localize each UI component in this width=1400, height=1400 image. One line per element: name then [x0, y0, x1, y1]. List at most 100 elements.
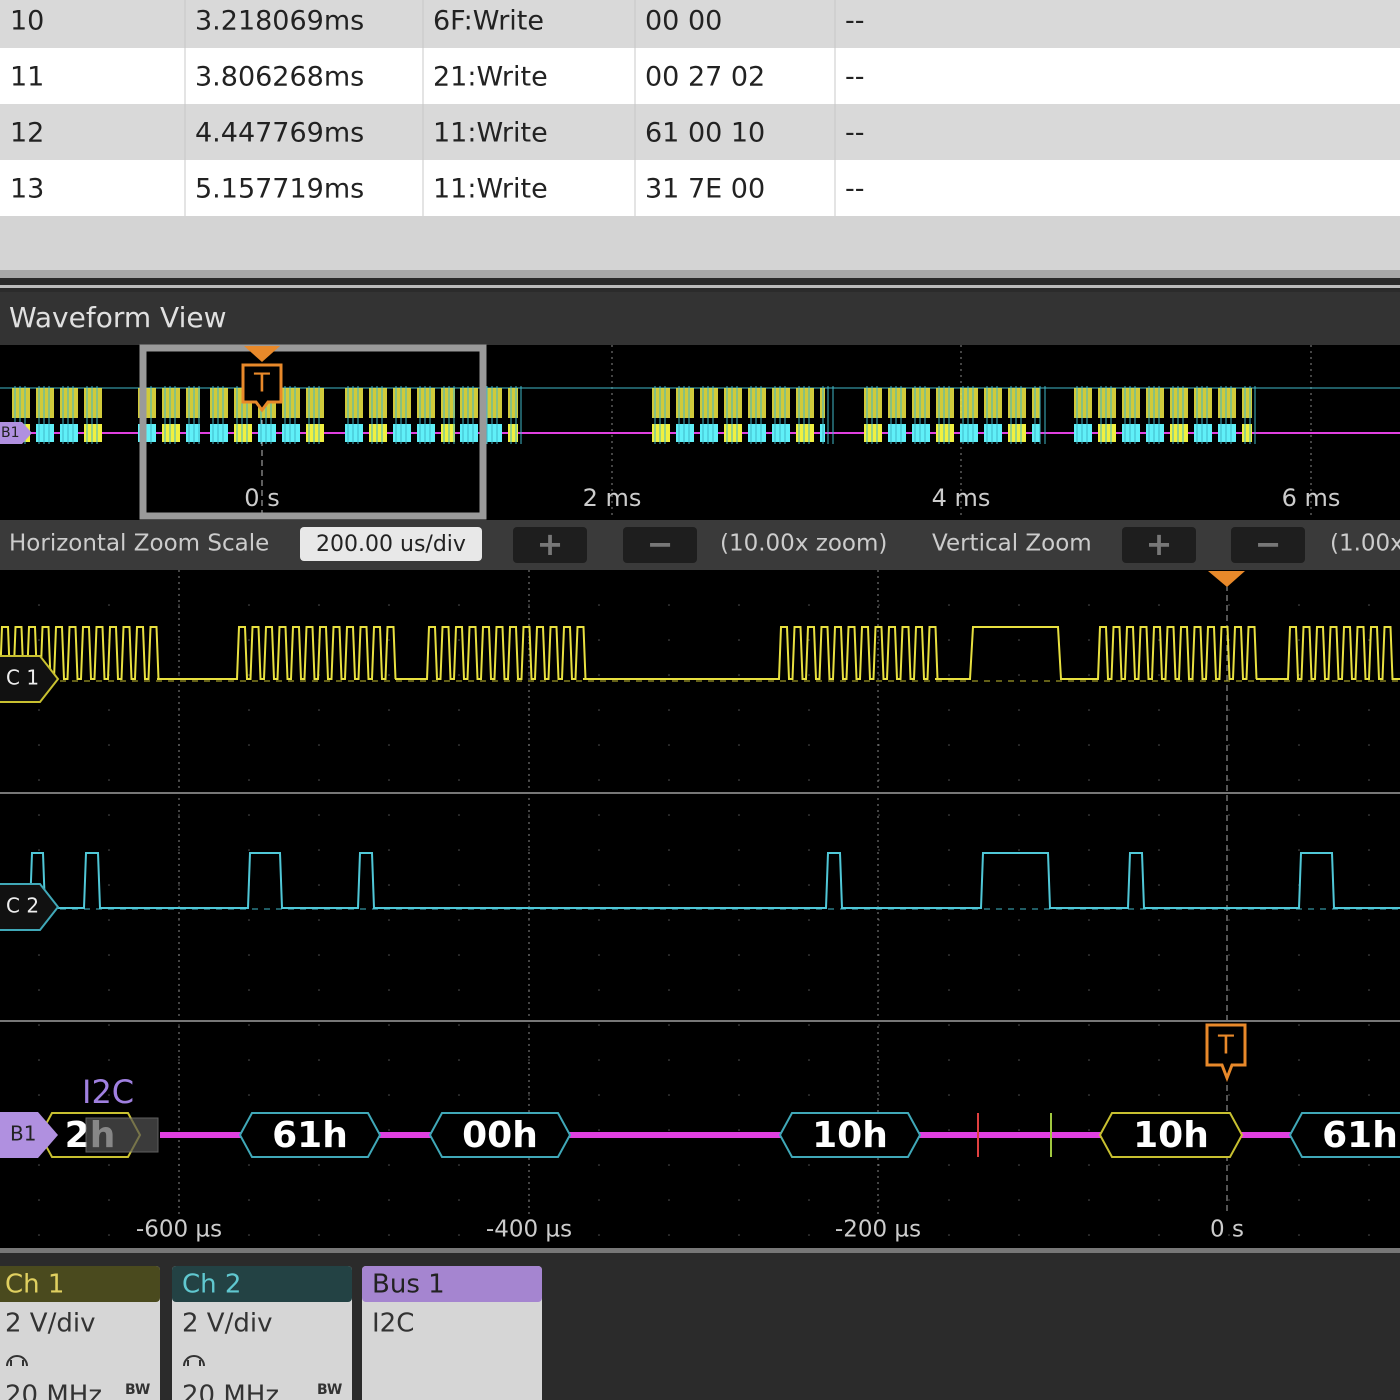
grid-dot [1368, 814, 1370, 816]
badge-title: Ch 1 [5, 1270, 64, 1300]
bus-packet [428, 1112, 572, 1158]
grid-dot [1018, 849, 1020, 851]
cell: 21:Write [433, 62, 548, 93]
grid-dot [248, 989, 250, 991]
zoom-scale-field[interactable]: 200.00 us/div [300, 527, 482, 561]
grid-dot [598, 1199, 600, 1201]
grid-dot [1088, 814, 1090, 816]
grid-dot [458, 744, 460, 746]
grid-dot [1088, 674, 1090, 676]
grid-dot [668, 1199, 670, 1201]
grid-dot [1228, 1199, 1230, 1201]
grid-dot [1298, 919, 1300, 921]
grid-dot [948, 779, 950, 781]
cell: 61 00 10 [645, 118, 765, 149]
grid-dot [1088, 989, 1090, 991]
grid-dot [178, 849, 180, 851]
grid-dot [808, 674, 810, 676]
cell: -- [845, 6, 865, 37]
grid-dot [668, 1059, 670, 1061]
grid-dot [1368, 849, 1370, 851]
grid-dot [1368, 744, 1370, 746]
grid-dot [318, 1094, 320, 1096]
grid-dot [598, 604, 600, 606]
grid-dot [108, 884, 110, 886]
grid-dot [738, 954, 740, 956]
grid-dot [878, 1164, 880, 1166]
grid-dot [1298, 989, 1300, 991]
grid-dot [1158, 744, 1160, 746]
grid-dot [458, 639, 460, 641]
grid-dot [388, 919, 390, 921]
grid-dot [738, 639, 740, 641]
badge-bandwidth: 20 MHz [5, 1381, 102, 1400]
grid-dot [738, 744, 740, 746]
grid-dot [598, 1164, 600, 1166]
grid-dot [598, 1059, 600, 1061]
grid-dot [108, 1094, 110, 1096]
time-label: -400 µs [486, 1217, 572, 1243]
grid-dot [38, 639, 40, 641]
grid-dot [1228, 849, 1230, 851]
grid-dot [1018, 954, 1020, 956]
cell: 11:Write [433, 174, 548, 205]
grid-dot [808, 1199, 810, 1201]
grid-dot [1368, 1234, 1370, 1236]
cell: 31 7E 00 [645, 174, 765, 205]
grid-dot [458, 1024, 460, 1026]
grid-dot [38, 604, 40, 606]
grid-dot [388, 1164, 390, 1166]
channel-tag [0, 883, 60, 931]
grid-dot [1298, 604, 1300, 606]
channel-badge[interactable]: Bus 1 I2C [362, 1266, 542, 1400]
grid-dot [738, 884, 740, 886]
grid-dot [248, 814, 250, 816]
grid-dot [388, 1234, 390, 1236]
grid-dot [878, 884, 880, 886]
grid-dot [458, 1059, 460, 1061]
channel-badge[interactable]: Ch 2 2 V/div 20 MHz BW [172, 1266, 352, 1400]
zoom-button[interactable]: − [1231, 525, 1305, 563]
table-row[interactable]: 13 5.157719ms 11:Write 31 7E 00 -- [0, 160, 1400, 216]
grid-dot [1158, 639, 1160, 641]
zoom-label: Horizontal Zoom Scale [9, 531, 269, 557]
zoom-factor: (1.00x [1330, 531, 1400, 557]
grid-dot [1158, 954, 1160, 956]
grid-dot [388, 709, 390, 711]
zoom-button[interactable]: + [1122, 525, 1196, 563]
grid-dot [388, 639, 390, 641]
overview-data-y [508, 388, 518, 418]
grid-dot [248, 674, 250, 676]
grid-dot [738, 779, 740, 781]
bus-overlay [85, 1117, 159, 1153]
grid-dot [318, 1234, 320, 1236]
grid-dot [808, 1094, 810, 1096]
zoom-button[interactable]: − [623, 525, 697, 563]
table-row[interactable]: 10 3.218069ms 6F:Write 00 00 -- [0, 0, 1400, 48]
table-row[interactable]: 11 3.806268ms 21:Write 00 27 02 -- [0, 48, 1400, 104]
grid-dot [108, 814, 110, 816]
grid-dot [1368, 954, 1370, 956]
grid-dot [598, 779, 600, 781]
grid-dot [1088, 1024, 1090, 1026]
grid-dot [668, 709, 670, 711]
time-label: -200 µs [835, 1217, 921, 1243]
grid-dot [248, 919, 250, 921]
zoom-button[interactable]: + [513, 525, 587, 563]
grid-dot [318, 709, 320, 711]
channel-badge[interactable]: Ch 1 2 V/div 20 MHz BW [0, 1266, 160, 1400]
grid-dot [878, 1199, 880, 1201]
grid-dot [1228, 884, 1230, 886]
badge-title: Bus 1 [372, 1270, 445, 1300]
cell: 3.218069ms [195, 6, 364, 37]
badge-bandwidth: 20 MHz [182, 1381, 279, 1400]
grid-dot [948, 1024, 950, 1026]
grid-dot [668, 989, 670, 991]
zoom-scale-value: 200.00 us/div [316, 532, 466, 557]
table-row[interactable]: 12 4.447769ms 11:Write 61 00 10 -- [0, 104, 1400, 160]
grid-dot [458, 849, 460, 851]
grid-dot [1158, 1234, 1160, 1236]
channel-label: C 2 [6, 894, 39, 918]
grid-dot [1228, 919, 1230, 921]
bus-packet [778, 1112, 922, 1158]
